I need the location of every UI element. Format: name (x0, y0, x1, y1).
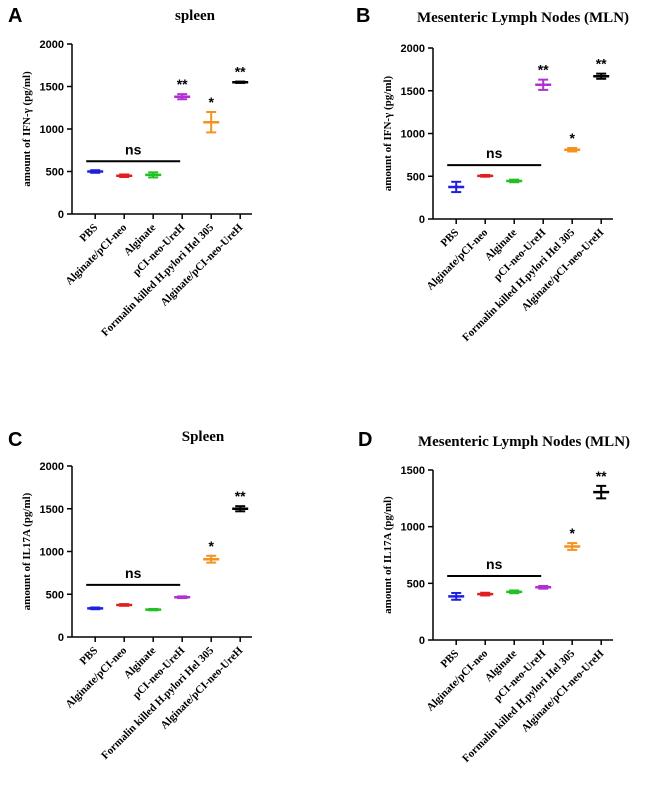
data-point-6: ** (232, 488, 249, 513)
y-tick-label: 1000 (40, 547, 64, 559)
y-tick-label: 1000 (401, 129, 425, 141)
data-point-3 (145, 607, 162, 612)
y-axis-label: amount of IL17A (pg/ml) (382, 496, 394, 614)
significance-label: ** (596, 56, 607, 72)
data-point-2 (116, 603, 133, 607)
data-point-1 (448, 591, 465, 601)
significance-label: ** (538, 62, 549, 78)
data-point-2 (477, 173, 494, 178)
y-tick-label: 0 (419, 635, 425, 647)
significance-label: ** (235, 64, 246, 80)
data-point-1 (87, 169, 104, 174)
y-tick-label: 1500 (401, 86, 425, 98)
data-point-1 (87, 606, 104, 611)
y-tick-label: 0 (58, 209, 64, 221)
y-axis-label: amount of IFN-γ (pg/ml) (21, 71, 33, 187)
data-point-4 (174, 595, 191, 600)
ns-label: ns (125, 565, 142, 581)
x-category-label: PBS (439, 648, 462, 671)
chart-panel-d: D Mesenteric Lymph Nodes (MLN) 0 500 1000 150… (358, 429, 630, 765)
data-point-3 (506, 178, 523, 184)
y-tick-label: 1000 (40, 124, 64, 136)
x-category-label: PBS (439, 227, 462, 250)
significance-label: ** (235, 488, 246, 504)
panel-letter: A (8, 5, 22, 27)
panel-letter: B (356, 5, 370, 27)
data-point-5: * (203, 94, 220, 134)
data-point-2 (116, 173, 133, 179)
y-tick-label: 500 (407, 171, 425, 183)
y-tick-label: 2000 (40, 461, 64, 473)
data-point-3 (506, 589, 523, 595)
y-tick-label: 500 (407, 578, 425, 590)
y-tick-label: 500 (46, 589, 64, 601)
y-tick-label: 1500 (401, 465, 425, 477)
y-tick-label: 2000 (401, 43, 425, 55)
ns-label: ns (486, 145, 503, 161)
y-tick-label: 0 (58, 632, 64, 644)
chart-title: Mesenteric Lymph Nodes (MLN) (417, 10, 629, 26)
x-category-label: PBS (78, 645, 101, 668)
data-point-6: ** (593, 468, 610, 500)
panel-letter: C (8, 429, 22, 451)
data-point-4: ** (535, 62, 552, 91)
y-tick-label: 500 (46, 167, 64, 179)
chart-title: spleen (175, 8, 216, 24)
y-axis-label: amount of IL17A (pg/ml) (21, 492, 33, 610)
significance-label: ** (596, 468, 607, 484)
data-point-5: * (203, 538, 220, 564)
y-tick-label: 1000 (401, 522, 425, 534)
chart-title: Spleen (182, 429, 225, 445)
data-point-5: * (564, 525, 581, 551)
data-point-4 (535, 584, 552, 590)
ns-label: ns (125, 141, 142, 157)
data-point-6: ** (232, 64, 249, 84)
y-axis-label: amount of IFN-γ (pg/ml) (382, 75, 394, 191)
significance-label: * (569, 130, 575, 146)
y-tick-label: 1500 (40, 504, 64, 516)
data-point-1 (448, 180, 465, 194)
data-point-5: * (564, 130, 581, 153)
significance-label: * (208, 538, 214, 554)
significance-label: * (569, 525, 575, 541)
data-point-4: ** (174, 76, 191, 101)
data-point-3 (145, 171, 162, 179)
chart-title: Mesenteric Lymph Nodes (MLN) (418, 434, 630, 450)
chart-panel-b: B Mesenteric Lymph Nodes (MLN) 0 500 1000 150… (356, 5, 629, 344)
ns-label: ns (486, 556, 503, 572)
panel-letter: D (358, 429, 372, 451)
x-category-label: PBS (78, 222, 101, 245)
y-tick-label: 1500 (40, 82, 64, 94)
data-point-2 (477, 591, 494, 597)
significance-label: * (208, 94, 214, 110)
chart-panel-c: C Spleen 0 500 1000 1500 2000 amount of IL17A (… (8, 429, 252, 762)
y-tick-label: 2000 (40, 39, 64, 51)
significance-label: ** (177, 76, 188, 92)
data-point-6: ** (593, 56, 610, 80)
y-tick-label: 0 (419, 214, 425, 226)
